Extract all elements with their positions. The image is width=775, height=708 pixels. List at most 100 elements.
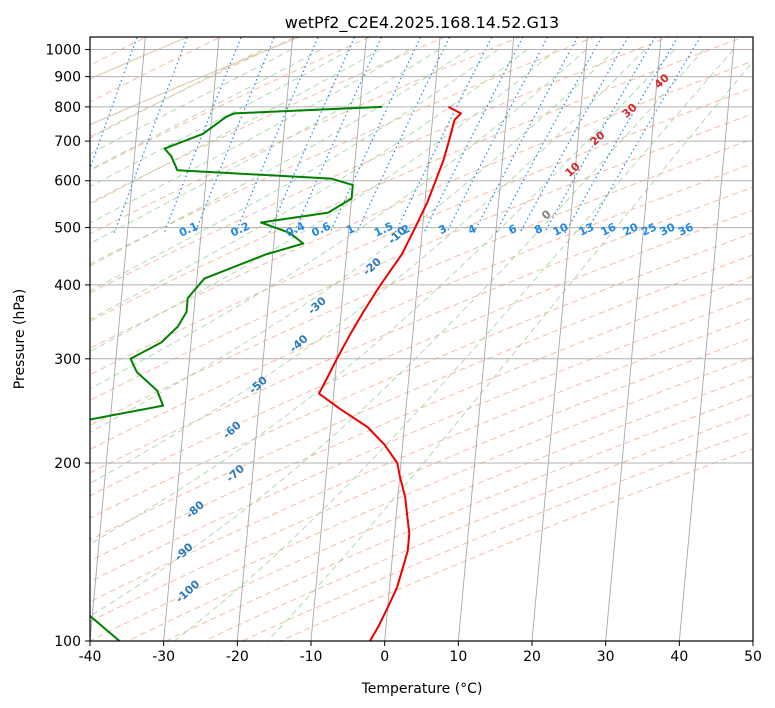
moist-adiabat-line xyxy=(90,49,381,205)
dry-adiabat-line xyxy=(202,412,753,641)
y-tick-label: 300 xyxy=(54,352,81,368)
mixing-ratio-label: 6 xyxy=(506,222,519,237)
mixing-ratio-label: 36 xyxy=(676,220,696,238)
isotherm-line xyxy=(163,37,220,641)
moist-adiabat-line xyxy=(90,49,322,171)
isotherm-line xyxy=(752,636,753,641)
moist-adiabat-line xyxy=(90,49,705,617)
y-axis: 100 200 300 400 500 600 700 800 900 1000 xyxy=(45,43,90,650)
mixing-ratio-label: 10 xyxy=(551,220,571,238)
x-tick-label: -10 xyxy=(300,649,323,665)
mixing-ratio-label: 1 xyxy=(344,222,356,237)
mixing-ratio-label: 0.2 xyxy=(229,220,252,240)
y-tick-label: 200 xyxy=(54,456,81,472)
x-tick-label: 50 xyxy=(744,649,762,665)
mixing-ratio-line xyxy=(519,37,629,234)
x-tick-label: -40 xyxy=(79,649,102,665)
isentrope-line xyxy=(90,37,190,80)
isotherm-line xyxy=(531,37,588,641)
dry-adiabat-line xyxy=(90,232,753,519)
temperature-line xyxy=(318,106,462,641)
x-tick-label: -30 xyxy=(152,649,175,665)
mixing-ratio-line xyxy=(564,37,679,234)
x-axis: -40 -30 -20 -10 0 10 20 30 40 50 xyxy=(79,641,762,665)
mixing-ratio-label: 0.4 xyxy=(284,219,307,239)
dry-adiabat-line xyxy=(90,209,753,497)
x-tick-label: 30 xyxy=(597,649,615,665)
dry-adiabat-line xyxy=(90,37,671,294)
plot-frame xyxy=(89,36,754,642)
moist-adiabat-line xyxy=(90,49,528,320)
mixing-ratio-line xyxy=(585,37,702,234)
isentrope-line xyxy=(90,37,302,126)
mixing-ratio-line xyxy=(394,37,493,234)
moist-adiabat-line xyxy=(90,49,587,390)
isotherm-line xyxy=(384,37,441,641)
moist-adiabat-line xyxy=(90,49,469,267)
x-tick-label: 20 xyxy=(523,649,541,665)
y-tick-label: 1000 xyxy=(45,43,81,59)
moist-adiabat-label: -40 xyxy=(287,332,311,355)
mixing-ratio-line xyxy=(423,37,524,234)
moist-adiabat-label: -60 xyxy=(220,418,244,441)
chart-title: wetPf2_C2E4.2025.168.14.52.G13 xyxy=(285,13,559,33)
y-tick-label: 800 xyxy=(54,100,81,116)
mixing-ratio-line xyxy=(473,37,579,234)
dry-adiabat-label: 10 xyxy=(563,160,583,180)
moist-adiabat-label: -80 xyxy=(183,498,207,521)
moist-adiabat-line xyxy=(90,49,675,545)
moist-adiabat-label: -100 xyxy=(173,577,202,605)
mixing-ratio-line xyxy=(163,37,242,234)
background-lines xyxy=(90,37,753,641)
moist-adiabat-line xyxy=(90,49,292,155)
dry-adiabat-line xyxy=(126,375,753,641)
x-tick-label: 40 xyxy=(670,649,688,665)
y-axis-label: Pressure (hPa) xyxy=(12,289,28,389)
y-tick-label: 600 xyxy=(54,174,81,190)
moist-adiabat-line xyxy=(90,49,410,224)
dry-adiabat-line xyxy=(90,138,753,426)
x-tick-label: -20 xyxy=(226,649,249,665)
isotherm-line xyxy=(90,37,146,641)
dewpoint-line xyxy=(90,105,383,641)
dry-adiabat-line xyxy=(90,275,753,562)
isotherm-line xyxy=(605,37,662,641)
dry-adiabat-line xyxy=(90,37,372,171)
moist-adiabat-line xyxy=(90,49,558,353)
moist-adiabat-line xyxy=(90,49,646,485)
dry-adiabat-line xyxy=(90,60,753,349)
dry-adiabat-line xyxy=(90,37,297,138)
y-tick-label: 900 xyxy=(54,70,81,86)
dry-adiabat-line xyxy=(90,317,753,603)
dry-adiabat-line xyxy=(90,186,753,474)
y-tick-label: 700 xyxy=(54,134,81,150)
dry-adiabat-line xyxy=(90,296,753,583)
moist-adiabat-line xyxy=(90,49,617,433)
moist-adiabat-line xyxy=(267,60,753,641)
y-tick-label: 500 xyxy=(54,221,81,237)
moist-adiabat-line xyxy=(90,49,440,245)
mixing-ratio-label: 25 xyxy=(639,220,658,238)
isotherm-line xyxy=(457,37,515,641)
mixing-ratio-line xyxy=(356,37,451,234)
sounding-lines xyxy=(90,105,462,641)
dry-adiabat-line xyxy=(90,37,222,103)
moist-adiabat-label: -50 xyxy=(246,373,270,396)
y-tick-label: 100 xyxy=(54,634,81,650)
dry-adiabat-line xyxy=(90,113,753,401)
line-labels: -100-90-80-70-60-50-40-30-20-10010203040… xyxy=(172,71,696,606)
isotherm-line xyxy=(310,37,367,641)
mixing-ratio-label: 20 xyxy=(621,220,641,238)
dry-adiabat-line xyxy=(90,87,753,376)
isotherm-line xyxy=(678,37,736,641)
mixing-ratio-line xyxy=(446,37,549,234)
isotherm-line xyxy=(236,37,294,641)
mixing-ratio-label: 0.1 xyxy=(177,220,200,240)
dry-adiabat-label: 0 xyxy=(539,207,554,222)
dry-adiabat-line xyxy=(90,337,753,623)
mixing-ratio-line xyxy=(194,37,275,234)
mixing-ratio-label: 16 xyxy=(599,220,619,238)
x-axis-label: Temperature (°C) xyxy=(361,681,483,697)
dry-adiabat-line xyxy=(90,254,753,541)
